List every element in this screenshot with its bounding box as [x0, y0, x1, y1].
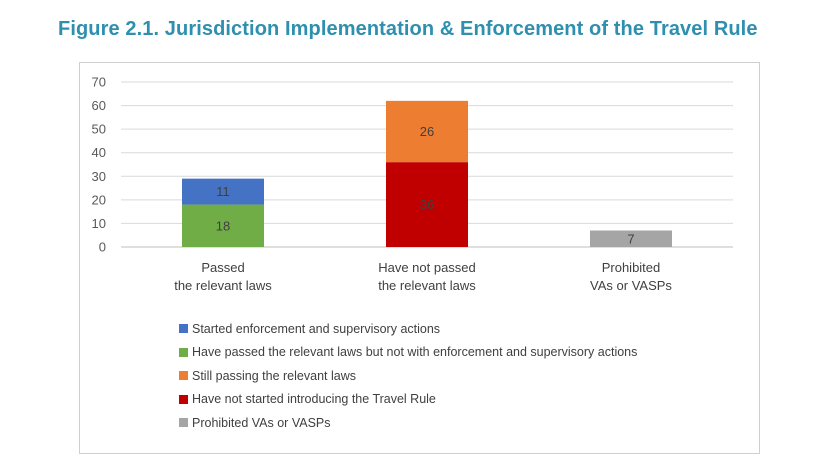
data-label: 36: [420, 197, 434, 212]
x-category-label: the relevant laws: [378, 278, 476, 293]
legend-label: Prohibited VAs or VASPs: [192, 415, 331, 430]
bar-segment: [590, 230, 672, 247]
y-tick-label: 20: [92, 192, 106, 207]
bar-segment: [386, 100, 468, 163]
legend-item: Have passed the relevant laws but not wi…: [179, 341, 637, 365]
legend-swatch: [179, 394, 188, 404]
legend-swatch: [179, 371, 188, 381]
y-tick-label: 50: [92, 122, 106, 137]
legend-swatch: [179, 347, 188, 357]
x-category-label: Prohibited: [602, 260, 661, 275]
figure-title: Figure 2.1. Jurisdiction Implementation …: [58, 18, 758, 40]
legend-swatch: [179, 418, 188, 428]
legend-swatch: [179, 324, 188, 334]
x-category-label: the relevant laws: [174, 278, 272, 293]
data-label: 26: [420, 124, 434, 139]
y-tick-label: 60: [92, 98, 106, 113]
legend-item: Prohibited VAs or VASPs: [179, 411, 637, 435]
chart-legend: Started enforcement and supervisory acti…: [179, 317, 637, 435]
bar-segment: [386, 162, 468, 247]
data-label: 18: [216, 218, 230, 233]
chart-svg: 0 10 20 30 40 50 60 70 18 11 Passed the relevant la…: [92, 75, 733, 293]
bar-segment: [182, 178, 264, 205]
legend-label: Have not started introducing the Travel …: [192, 392, 436, 407]
legend-label: Still passing the relevant laws: [192, 368, 356, 383]
x-category-label: Passed: [201, 260, 244, 275]
y-tick-label: 0: [99, 240, 106, 255]
legend-label: Have passed the relevant laws but not wi…: [192, 345, 638, 360]
y-tick-label: 10: [92, 216, 106, 231]
y-tick-label: 70: [92, 75, 106, 90]
bar-segment: [182, 204, 264, 247]
chart-area: 0 10 20 30 40 50 60 70 18 11 Passed the relevant la…: [79, 62, 760, 454]
x-category-label: Have not passed: [378, 260, 476, 275]
data-label: 11: [216, 184, 230, 199]
legend-item: Started enforcement and supervisory acti…: [179, 317, 637, 341]
y-tick-label: 30: [92, 169, 106, 184]
data-label: 7: [627, 231, 634, 246]
legend-label: Started enforcement and supervisory acti…: [192, 321, 441, 336]
legend-item: Have not started introducing the Travel …: [179, 388, 637, 412]
legend-item: Still passing the relevant laws: [179, 364, 637, 388]
x-category-label: VAs or VASPs: [590, 278, 672, 293]
y-tick-label: 40: [92, 145, 106, 160]
